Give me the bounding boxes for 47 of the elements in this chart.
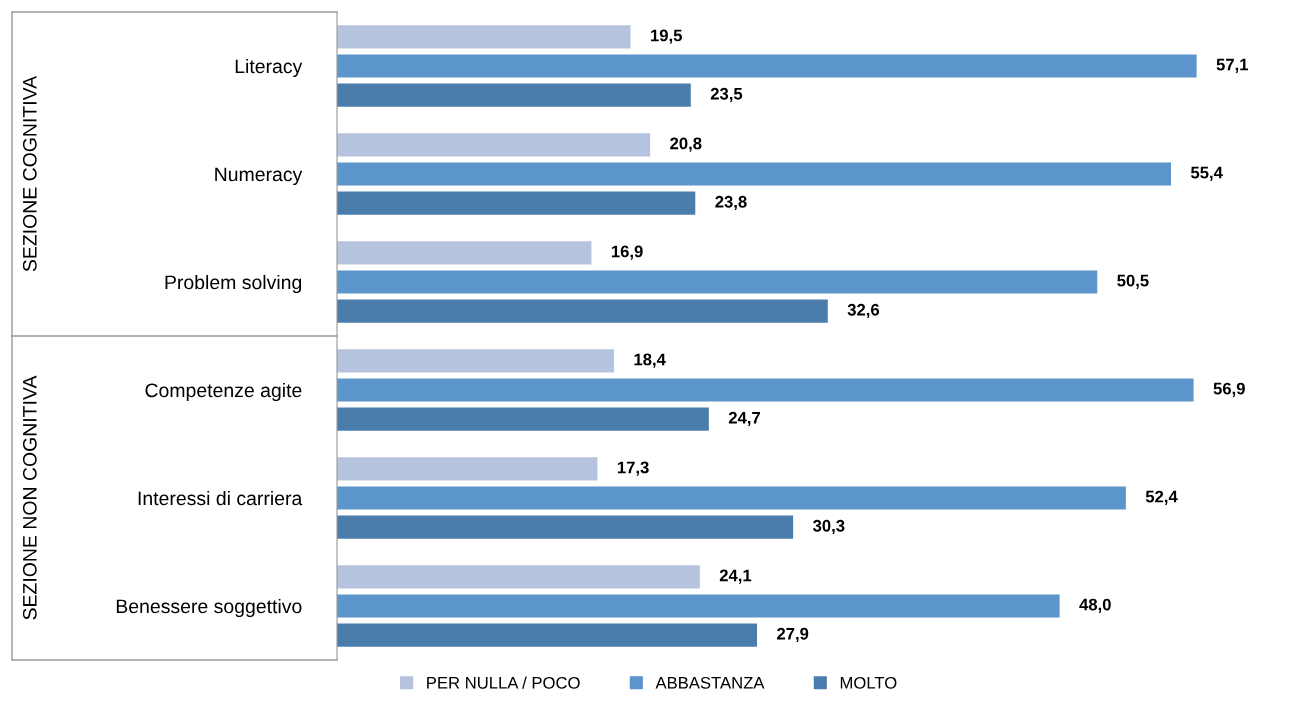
data-label: 24,1 [719,569,752,584]
data-label: 24,7 [728,411,760,427]
y-tick-label: Numeracy [215,167,303,186]
data-label: 18,4 [634,353,666,368]
data-label: 57,1 [1216,58,1249,73]
bar [337,565,700,589]
y-tick-label: Competenze agite [145,382,302,402]
bar [337,54,1197,78]
data-label: 17,3 [617,461,649,476]
data-label: 50,5 [1117,274,1149,289]
legend-label: ABBASTANZA [655,676,765,689]
bar [337,407,709,431]
bar [337,486,1126,510]
data-label: 55,4 [1190,166,1223,181]
bar [337,133,651,157]
bar [337,594,1060,618]
bar [337,25,631,49]
bar [337,515,794,539]
data-label: 52,4 [1145,490,1178,505]
bar [337,299,828,323]
bar [337,162,1172,186]
bar [337,349,614,373]
text: SEZIONE NON COGNITIVA [22,375,37,620]
bar [337,83,691,107]
data-label: 48,0 [1079,598,1111,613]
legend-label: PER NULLA / POCO [427,676,580,689]
y-tick-label: Interessi di carriera [138,490,303,506]
bar [337,623,758,647]
text: SEZIONE COGNITIVA [22,75,37,272]
legend-label: MOLTO [840,676,897,689]
y-tick-label: Literacy [235,58,303,78]
bar [337,378,1194,402]
data-label: 23,8 [715,195,747,211]
data-label: 27,9 [777,627,809,643]
data-label: 23,5 [710,87,743,103]
data-label: 19,5 [651,29,682,44]
data-label: 16,9 [611,245,643,260]
y-tick-label: Benessere soggettivo [116,598,302,618]
y-tick-label: Problem solving [165,274,302,294]
bar [337,191,696,215]
data-label: 30,3 [812,519,845,535]
bar [337,270,1098,294]
data-label: 32,6 [847,303,880,319]
data-label: 56,9 [1213,382,1245,397]
bar [337,241,592,265]
data-label: 20,8 [670,137,702,152]
bar [337,457,598,481]
